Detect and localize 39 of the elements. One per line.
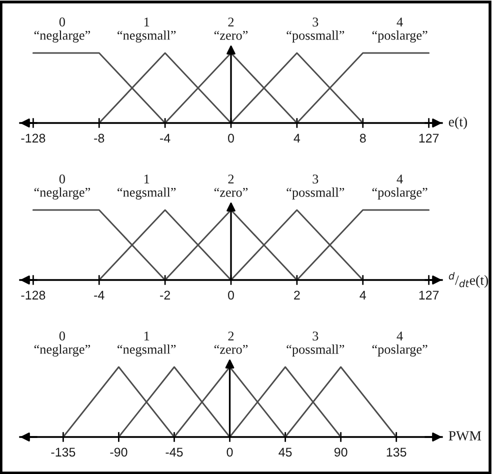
series-label: 0 “neglarge” [34, 174, 90, 200]
x-tick-label: 2 [294, 290, 300, 300]
x-axis-title: $^{d}$/$_{dt}$e(t) [448, 272, 488, 288]
series-label: 1 “negsmall” [118, 18, 176, 42]
x-tick-label: 135 [386, 448, 406, 457]
x-tick-label: -4 [94, 290, 104, 300]
x-tick-label: -2 [160, 290, 170, 300]
series-label: 1 “negsmall” [118, 332, 176, 356]
series-label: 4 “poslarge” [372, 174, 428, 200]
series-label: 2 “zero” [214, 18, 248, 40]
x-tick-label: 127 [419, 290, 439, 300]
x-axis-title: PWM [448, 431, 482, 441]
x-tick-label: 0 [228, 290, 234, 300]
x-tick-label: -135 [51, 448, 76, 457]
text: 4 “poslarge” [372, 332, 428, 356]
series-label: 3 “possmall” [286, 174, 344, 200]
series-label: 4 “poslarge” [372, 18, 428, 42]
x-tick-label: -128 [21, 134, 46, 143]
text: 0 “neglarge” [34, 332, 90, 356]
x-tick-label: -8 [94, 134, 104, 143]
x-tick-label: 127 [419, 134, 439, 142]
x-tick-label: 45 [278, 448, 292, 457]
series-label: 2 “zero” [214, 174, 248, 197]
series-label: 1 “negsmall” [118, 174, 176, 200]
x-tick-label: 0 [226, 448, 233, 457]
x-tick-label: 4 [294, 134, 300, 142]
x-tick-label: 0 [228, 134, 234, 143]
series-label: 3 “possmall” [286, 18, 344, 42]
x-tick-label: -128 [21, 290, 46, 300]
series-label: 0 “neglarge” [34, 18, 90, 42]
x-tick-label: 4 [360, 290, 366, 300]
x-tick-label: -90 [110, 448, 128, 457]
x-axis-title: e(t) [448, 116, 467, 130]
x-tick-label: 90 [334, 448, 348, 457]
x-tick-label: -45 [166, 448, 183, 457]
series-label: 3 “possmall” [286, 332, 344, 356]
x-tick-label: 8 [360, 134, 366, 143]
series-label: 2 “zero” [214, 332, 248, 354]
x-tick-label: -4 [160, 134, 170, 142]
